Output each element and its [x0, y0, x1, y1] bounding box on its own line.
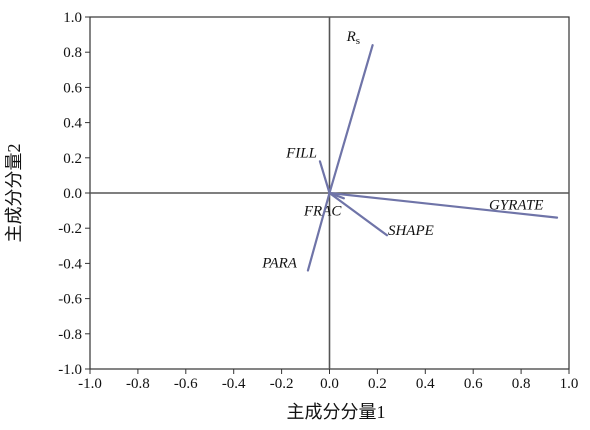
x-axis-title: 主成分分量1: [287, 402, 386, 422]
x-tick-label: -0.6: [174, 376, 198, 392]
y-tick-label: -0.2: [58, 221, 82, 237]
x-tick-label: 0.6: [464, 376, 483, 392]
loading-vectors: Rs FILL GYRATE FRAC SHAPE PARA: [261, 29, 559, 272]
x-tick-label: 1.0: [560, 376, 579, 392]
vector-label-frac: FRAC: [303, 203, 342, 219]
y-tick-label: 0.6: [63, 80, 82, 96]
x-tick-label: -0.2: [270, 376, 294, 392]
vector-shape: [328, 191, 389, 237]
x-tick-label: 0.4: [416, 376, 435, 392]
y-tick-label: -0.6: [58, 292, 82, 308]
x-tick-label: 0.8: [512, 376, 531, 392]
y-tick-label: -1.0: [58, 362, 82, 378]
vector-label-gyrate: GYRATE: [489, 198, 543, 214]
y-tick-label: 0.8: [63, 45, 82, 61]
vector-label-shape: SHAPE: [388, 223, 434, 239]
y-tick-label: 0.2: [63, 151, 82, 167]
x-axis-ticks: -1.0 -0.8 -0.6 -0.4 -0.2 0.0 0.2 0.4 0.6 0.8 1.0: [78, 369, 578, 392]
x-tick-label: 0.0: [320, 376, 339, 392]
y-tick-label: 0.4: [63, 116, 82, 132]
y-tick-label: 0.0: [63, 186, 82, 202]
vector-fill: [318, 160, 331, 195]
vector-label-fill: FILL: [285, 145, 317, 161]
x-tick-label: 0.2: [368, 376, 387, 392]
x-tick-label: -0.4: [222, 376, 246, 392]
y-axis-ticks: 1.0 0.8 0.6 0.4 0.2 0.0 -0.2 -0.4 -0.6 -0.8 -1.0: [58, 10, 90, 378]
y-tick-label: 1.0: [63, 10, 82, 26]
y-tick-label: -0.4: [58, 256, 82, 272]
vector-gyrate: [328, 191, 559, 219]
x-tick-label: -1.0: [78, 376, 102, 392]
vector-para: [306, 191, 331, 272]
vector-r: [328, 44, 374, 195]
x-tick-label: -0.8: [126, 376, 150, 392]
y-tick-label: -0.8: [58, 327, 82, 343]
vector-label-r: Rs: [346, 29, 360, 47]
vector-label-para: PARA: [261, 255, 298, 271]
y-axis-title: 主成分分量2: [4, 144, 24, 243]
